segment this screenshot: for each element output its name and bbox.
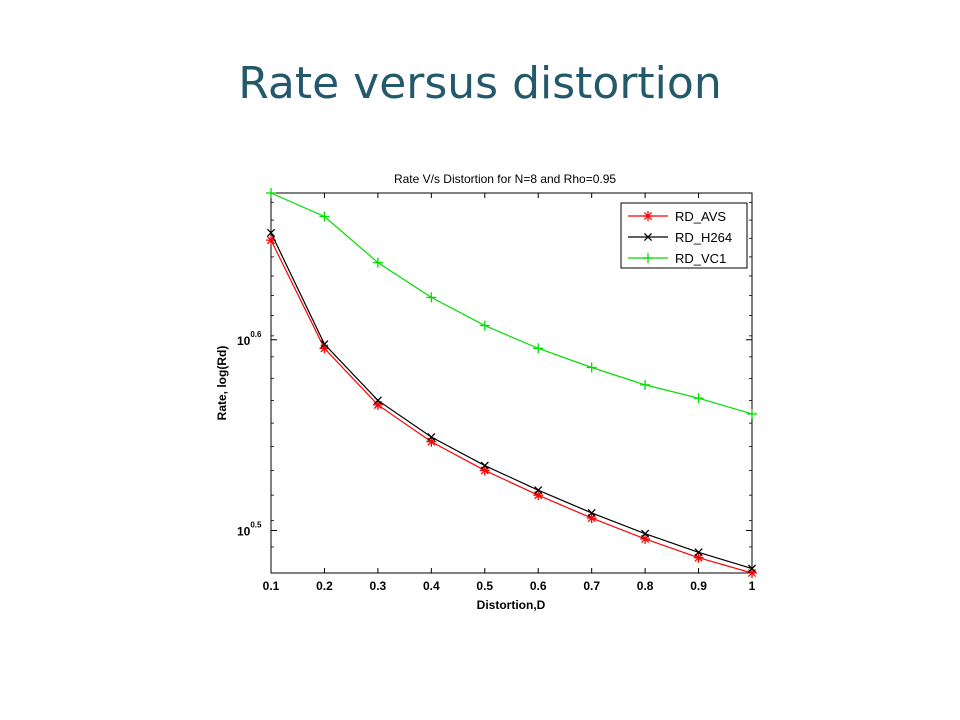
data-point-asterisk bbox=[372, 399, 383, 410]
data-point bbox=[694, 548, 703, 557]
data-point-plus bbox=[747, 408, 757, 419]
series-layer bbox=[266, 188, 757, 578]
x-tick-label: 0.3 bbox=[370, 579, 387, 593]
x-tick-label: 0.6 bbox=[530, 579, 547, 593]
x-axis-label: Distortion,D bbox=[477, 598, 546, 612]
data-point-plus bbox=[533, 343, 544, 354]
y-axis-label: Rate, log(Rd) bbox=[215, 346, 229, 421]
axis-ticks: 0.1 0.2 0.3 0.4 0.5 0.6 0.7 0.8 0.9 1 100.5 100.6 bbox=[237, 193, 756, 593]
data-point-cross bbox=[694, 548, 703, 557]
data-point-plus bbox=[266, 188, 276, 198]
data-point-asterisk bbox=[643, 211, 653, 221]
series-RD_AVS bbox=[266, 235, 757, 578]
data-point-cross bbox=[534, 486, 543, 495]
data-point-cross bbox=[373, 396, 382, 405]
data-point-cross bbox=[320, 340, 329, 349]
slide-title: Rate versus distortion bbox=[238, 58, 722, 109]
chart-title: Rate V/s Distortion for N=8 and Rho=0.95 bbox=[394, 172, 616, 186]
series-line bbox=[270, 232, 753, 570]
legend-label: RD_H264 bbox=[675, 230, 732, 245]
data-point-plus bbox=[586, 362, 597, 373]
data-point-plus bbox=[426, 292, 437, 303]
x-tick-label: 0.7 bbox=[583, 579, 600, 593]
data-point bbox=[480, 461, 489, 470]
y-tick-label: 100.5 bbox=[237, 520, 262, 538]
data-point bbox=[587, 508, 596, 517]
series-line bbox=[270, 239, 753, 574]
legend-label: RD_AVS bbox=[675, 209, 726, 224]
legend-label: RD_VC1 bbox=[675, 251, 726, 266]
data-point-cross bbox=[480, 461, 489, 470]
legend-entry: RD_AVS bbox=[628, 209, 726, 224]
data-point-cross bbox=[587, 508, 596, 517]
data-point bbox=[643, 232, 653, 242]
legend-entry: RD_H264 bbox=[628, 230, 732, 245]
data-point-cross bbox=[427, 432, 436, 442]
data-point-plus bbox=[643, 253, 653, 263]
data-point-cross bbox=[641, 529, 650, 538]
x-tick-label: 0.4 bbox=[423, 579, 440, 593]
data-point-plus bbox=[693, 393, 704, 404]
data-point-plus bbox=[372, 257, 383, 268]
x-tick-label: 0.9 bbox=[690, 579, 707, 593]
data-point-cross bbox=[747, 564, 757, 573]
x-tick-label: 0.8 bbox=[637, 579, 654, 593]
data-point bbox=[747, 564, 757, 573]
series-RD_H264 bbox=[266, 228, 757, 573]
data-point bbox=[643, 211, 653, 221]
data-point bbox=[266, 228, 276, 237]
series-RD_VC1 bbox=[266, 188, 757, 419]
legend: RD_AVS RD_H264 RD_VC1 bbox=[620, 202, 748, 269]
x-tick-label: 1 bbox=[749, 579, 756, 593]
data-point-asterisk bbox=[693, 552, 704, 563]
data-point bbox=[427, 432, 436, 442]
x-tick-label: 0.1 bbox=[263, 579, 280, 593]
series-line bbox=[270, 192, 753, 415]
data-point bbox=[534, 486, 543, 495]
x-tick-label: 0.5 bbox=[476, 579, 493, 593]
data-point bbox=[641, 529, 650, 538]
legend-entry: RD_VC1 bbox=[628, 251, 726, 266]
data-point-plus bbox=[319, 211, 330, 222]
x-tick-label: 0.2 bbox=[316, 579, 333, 593]
y-tick-label: 100.6 bbox=[237, 330, 262, 348]
data-point bbox=[320, 340, 329, 349]
data-point-cross bbox=[643, 232, 653, 242]
data-point-plus bbox=[640, 379, 651, 390]
data-point-plus bbox=[479, 320, 490, 331]
legend-box bbox=[620, 202, 748, 269]
data-point bbox=[373, 396, 382, 405]
data-point-cross bbox=[266, 228, 276, 237]
